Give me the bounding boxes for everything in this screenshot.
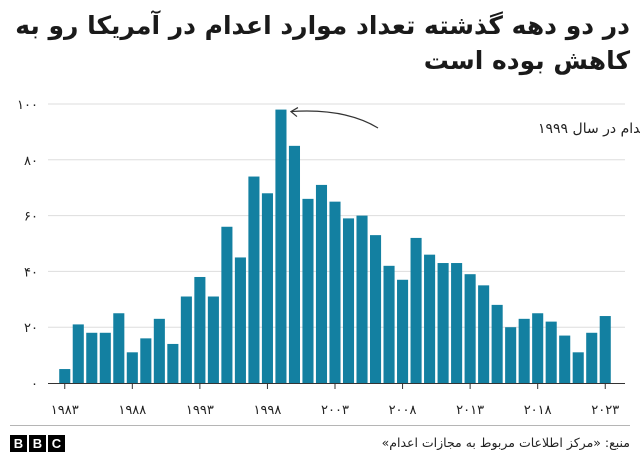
source-note: منبع: «مرکز اطلاعات مربوط به مجازات اعدا… (381, 435, 630, 450)
bar (532, 313, 544, 383)
x-tick-label: ۱۹۹۸ (253, 403, 281, 418)
bar (451, 263, 463, 383)
bar (167, 343, 179, 383)
y-tick-label: ۲۰ (24, 321, 38, 336)
logo-letter: C (48, 435, 65, 452)
y-tick-label: ۰ (31, 377, 38, 392)
x-tick-label: ۲۰۱۳ (456, 403, 484, 418)
x-tick-label: ۱۹۸۸ (118, 403, 146, 418)
x-tick-label: ۲۰۲۳ (591, 403, 619, 418)
x-tick-label: ۲۰۱۸ (524, 403, 552, 418)
bar (261, 193, 273, 383)
bar (478, 285, 490, 383)
bar (410, 237, 422, 383)
bar (559, 335, 571, 383)
bar (153, 318, 165, 383)
annotation: ۹۸ اعدام در سال ۱۹۹۹ (289, 107, 640, 137)
arrow-head-icon (289, 107, 299, 118)
bar (329, 201, 341, 383)
bar (315, 184, 328, 383)
bar (383, 265, 395, 383)
y-tick-label: ۶۰ (24, 210, 38, 225)
bar (113, 313, 125, 383)
bar (342, 218, 355, 383)
x-tick-label: ۲۰۰۳ (321, 403, 349, 418)
bar (194, 276, 206, 383)
bar (491, 304, 503, 383)
bar (464, 274, 476, 383)
bar (369, 235, 382, 383)
footer-divider (10, 425, 630, 426)
bar (59, 369, 71, 383)
bar (86, 332, 98, 383)
bar (545, 321, 557, 383)
bar (518, 318, 530, 383)
bar (599, 316, 611, 383)
bar (221, 226, 233, 383)
bbc-logo: B B C (10, 435, 65, 452)
bar (288, 145, 301, 383)
bar (302, 198, 314, 383)
annotation-arrow (290, 110, 379, 129)
bar (424, 254, 436, 383)
bar (586, 332, 598, 383)
logo-letter: B (10, 435, 27, 452)
bar (72, 324, 84, 383)
bar (505, 327, 517, 383)
bar (248, 176, 260, 383)
bar (180, 296, 192, 383)
bar (572, 352, 584, 383)
y-tick-label: ۱۰۰ (17, 98, 38, 113)
bar-chart: ۰ ۲۰ ۴۰ ۶۰ ۸۰ ۱۰۰ ۱۹۸۳ ۱۹۸۸ ۱۹۹۳ ۱۹۹۸ ۲۰۰۳ ۲۰۰۸ ۲۰۱… (17, 98, 640, 418)
x-axis: ۱۹۸۳ ۱۹۸۸ ۱۹۹۳ ۱۹۹۸ ۲۰۰۳ ۲۰۰۸ ۲۰۱۳ ۲۰۱۸ ۲۰۲۳ (48, 383, 625, 418)
bar (356, 215, 368, 383)
bar (397, 279, 409, 383)
x-tick-label: ۱۹۸۳ (51, 403, 79, 418)
x-tick-label: ۲۰۰۸ (389, 403, 417, 418)
x-tick-label: ۱۹۹۳ (186, 403, 214, 418)
chart-title: در دو دهه گذشته تعداد موارد اعدام در آمر… (15, 11, 630, 75)
y-tick-label: ۸۰ (24, 154, 38, 169)
bar (140, 338, 152, 383)
logo-letter: B (29, 435, 46, 452)
grid-lines: ۰ ۲۰ ۴۰ ۶۰ ۸۰ ۱۰۰ (17, 98, 625, 392)
bars (59, 109, 611, 383)
bar (99, 332, 111, 383)
annotation-label: ۹۸ اعدام در سال ۱۹۹۹ (538, 121, 640, 137)
bar (126, 352, 138, 383)
bar (234, 257, 246, 383)
bar (275, 109, 287, 383)
bar (207, 296, 219, 383)
bar (437, 263, 449, 383)
y-tick-label: ۴۰ (24, 265, 38, 280)
